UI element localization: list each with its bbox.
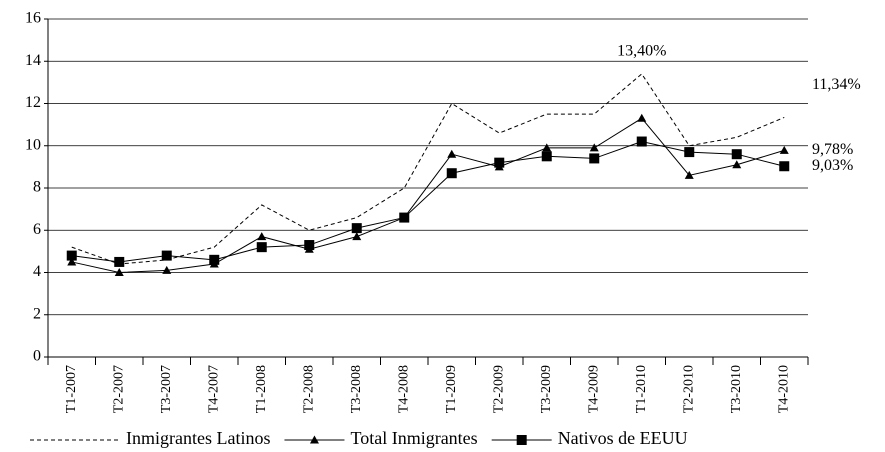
x-tick-label: T3-2010 [729,365,744,413]
y-tick-label: 0 [33,348,41,365]
square-marker [351,223,362,234]
y-tick-label: 12 [25,94,41,111]
x-tick-label: T4-2009 [586,365,601,413]
triangle-marker [542,143,552,152]
legend-marker [309,435,319,444]
y-tick-label: 16 [25,10,41,27]
data-label: 13,40% [617,43,666,60]
triangle-marker [257,232,267,241]
legend-label: Total Inmigrantes [350,428,477,448]
y-tick-label: 6 [33,221,41,238]
y-tick-label: 2 [33,305,41,322]
square-marker [541,151,552,162]
triangle-marker [732,160,742,169]
x-tick-label: T2-2007 [111,365,126,413]
x-tick-label: T1-2008 [254,365,269,413]
square-marker [589,153,600,164]
square-marker [684,147,695,158]
square-marker [446,168,457,179]
x-tick-label: T1-2007 [64,365,79,413]
triangle-marker [352,232,362,241]
data-label: 9,03% [812,157,853,174]
x-tick-label: T3-2008 [349,365,364,413]
triangle-marker [114,268,124,276]
triangle-marker [637,113,647,122]
triangle-marker [67,257,77,266]
square-marker [209,254,220,265]
y-tick-label: 8 [33,179,41,196]
triangle-marker [684,170,694,179]
data-label: 11,34% [812,76,861,93]
x-tick-label: T3-2009 [539,365,554,413]
triangle-marker [447,149,457,158]
x-tick-label: T1-2010 [634,365,649,413]
square-marker [494,157,505,168]
data-label: 9,78% [812,141,853,158]
y-tick-label: 14 [25,52,41,69]
x-tick-label: T2-2010 [681,365,696,413]
square-marker [636,136,647,147]
x-tick-label: T4-2010 [776,365,791,413]
legend-label: Nativos de EEUU [558,428,688,448]
x-tick-label: T4-2008 [396,365,411,413]
x-tick-label: T2-2009 [491,365,506,413]
triangle-marker [779,145,789,154]
square-marker [66,250,77,261]
legend-marker [516,435,527,445]
x-tick-label: T4-2007 [206,365,221,413]
square-marker [731,149,742,160]
y-tick-label: 4 [33,263,41,280]
triangle-marker [162,265,172,274]
square-marker [256,242,267,253]
x-tick-label: T1-2009 [444,365,459,413]
x-tick-label: T2-2008 [301,365,316,413]
square-marker [779,161,790,172]
square-marker [114,256,125,267]
square-marker [304,240,315,251]
square-marker [161,250,172,261]
series-line [71,73,785,265]
legend-label: Inmigrantes Latinos [126,428,270,448]
triangle-marker [589,143,599,152]
square-marker [399,212,410,223]
y-tick-label: 10 [25,136,41,153]
x-tick-label: T3-2007 [159,365,174,413]
series-line [71,141,785,263]
